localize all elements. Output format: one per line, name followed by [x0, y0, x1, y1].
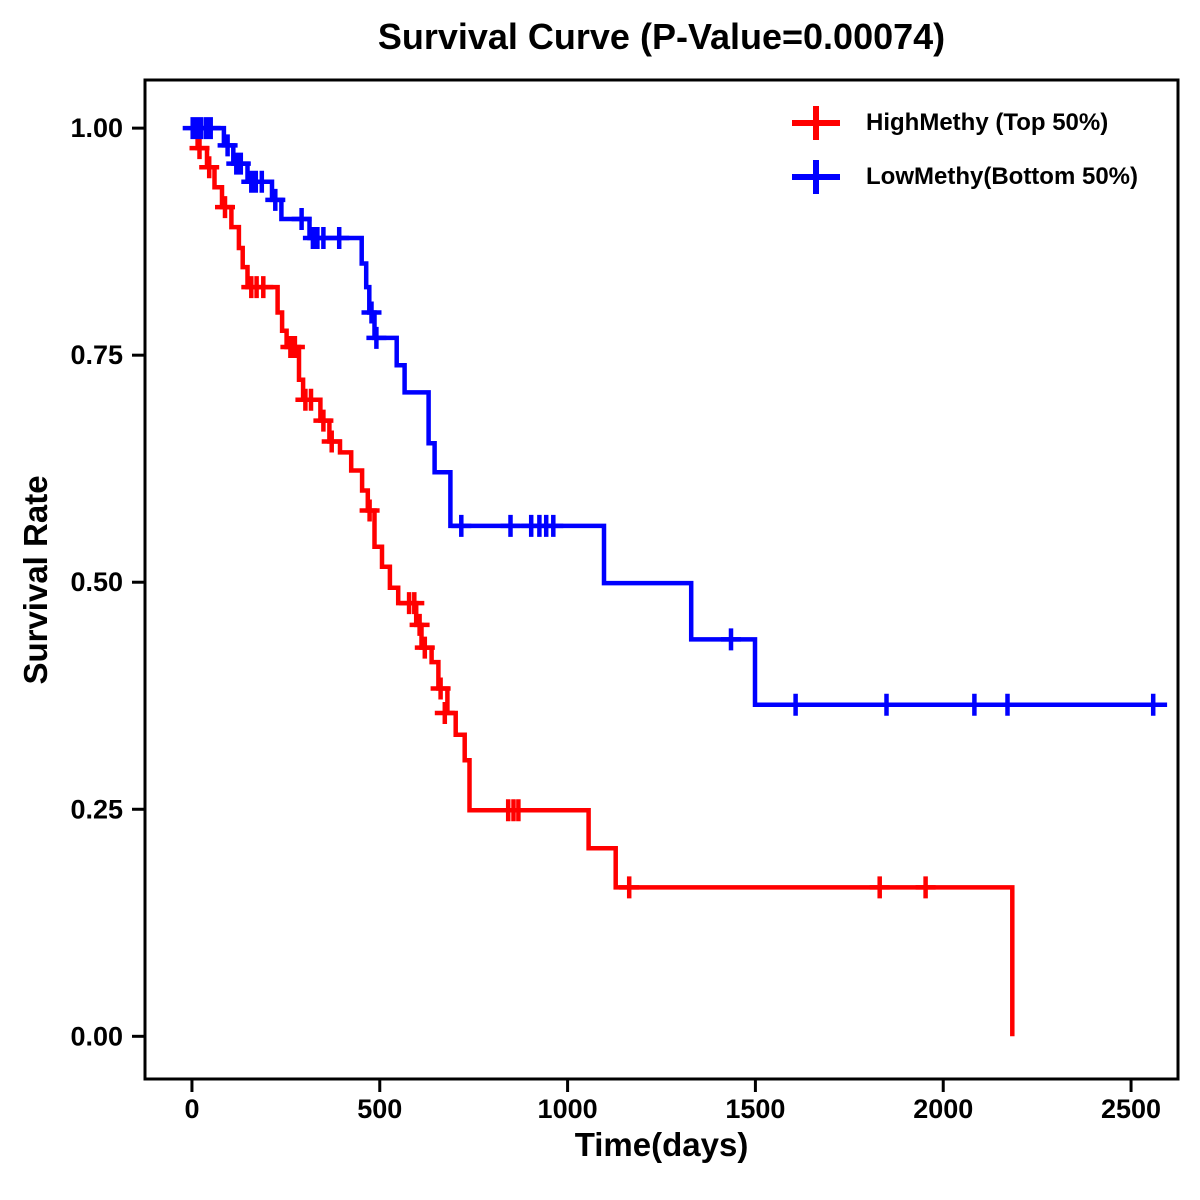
svg-text:1000: 1000 [538, 1094, 598, 1124]
svg-text:0.75: 0.75 [70, 340, 123, 370]
legend-label-highmethy: HighMethy (Top 50%) [866, 109, 1109, 136]
censor-marks [182, 117, 1164, 716]
legend-item-lowmethy: LowMethy(Bottom 50%) [792, 158, 1138, 196]
svg-text:0: 0 [184, 1094, 199, 1124]
chart-title: Survival Curve (P-Value=0.00074) [377, 16, 946, 57]
x-axis-label: Time(days) [574, 1126, 749, 1163]
censor-marks [189, 137, 936, 899]
plot-border [143, 78, 1180, 1081]
svg-text:0.00: 0.00 [70, 1021, 123, 1051]
svg-text:0.25: 0.25 [70, 794, 123, 824]
x-axis-ticks: 0 500 1000 1500 2000 2500 [184, 1079, 1161, 1124]
legend-label-lowmethy: LowMethy(Bottom 50%) [866, 163, 1138, 190]
svg-text:0.50: 0.50 [70, 567, 123, 597]
legend-item-highmethy: HighMethy (Top 50%) [792, 104, 1138, 142]
legend: HighMethy (Top 50%) LowMethy(Bottom 50%) [792, 104, 1138, 196]
svg-text:2500: 2500 [1101, 1094, 1161, 1124]
svg-text:500: 500 [357, 1094, 402, 1124]
series-0 [189, 125, 1015, 1037]
svg-text:1500: 1500 [725, 1094, 785, 1124]
y-axis-ticks: 0.00 0.25 0.50 0.75 1.00 [70, 113, 145, 1051]
svg-text:2000: 2000 [913, 1094, 973, 1124]
y-axis-label: Survival Rate [17, 475, 54, 685]
svg-text:1.00: 1.00 [70, 113, 123, 143]
survival-step-curve [192, 125, 1168, 708]
censor-plus-icon [792, 158, 840, 196]
series-1 [182, 117, 1168, 716]
censor-plus-icon [792, 104, 840, 142]
